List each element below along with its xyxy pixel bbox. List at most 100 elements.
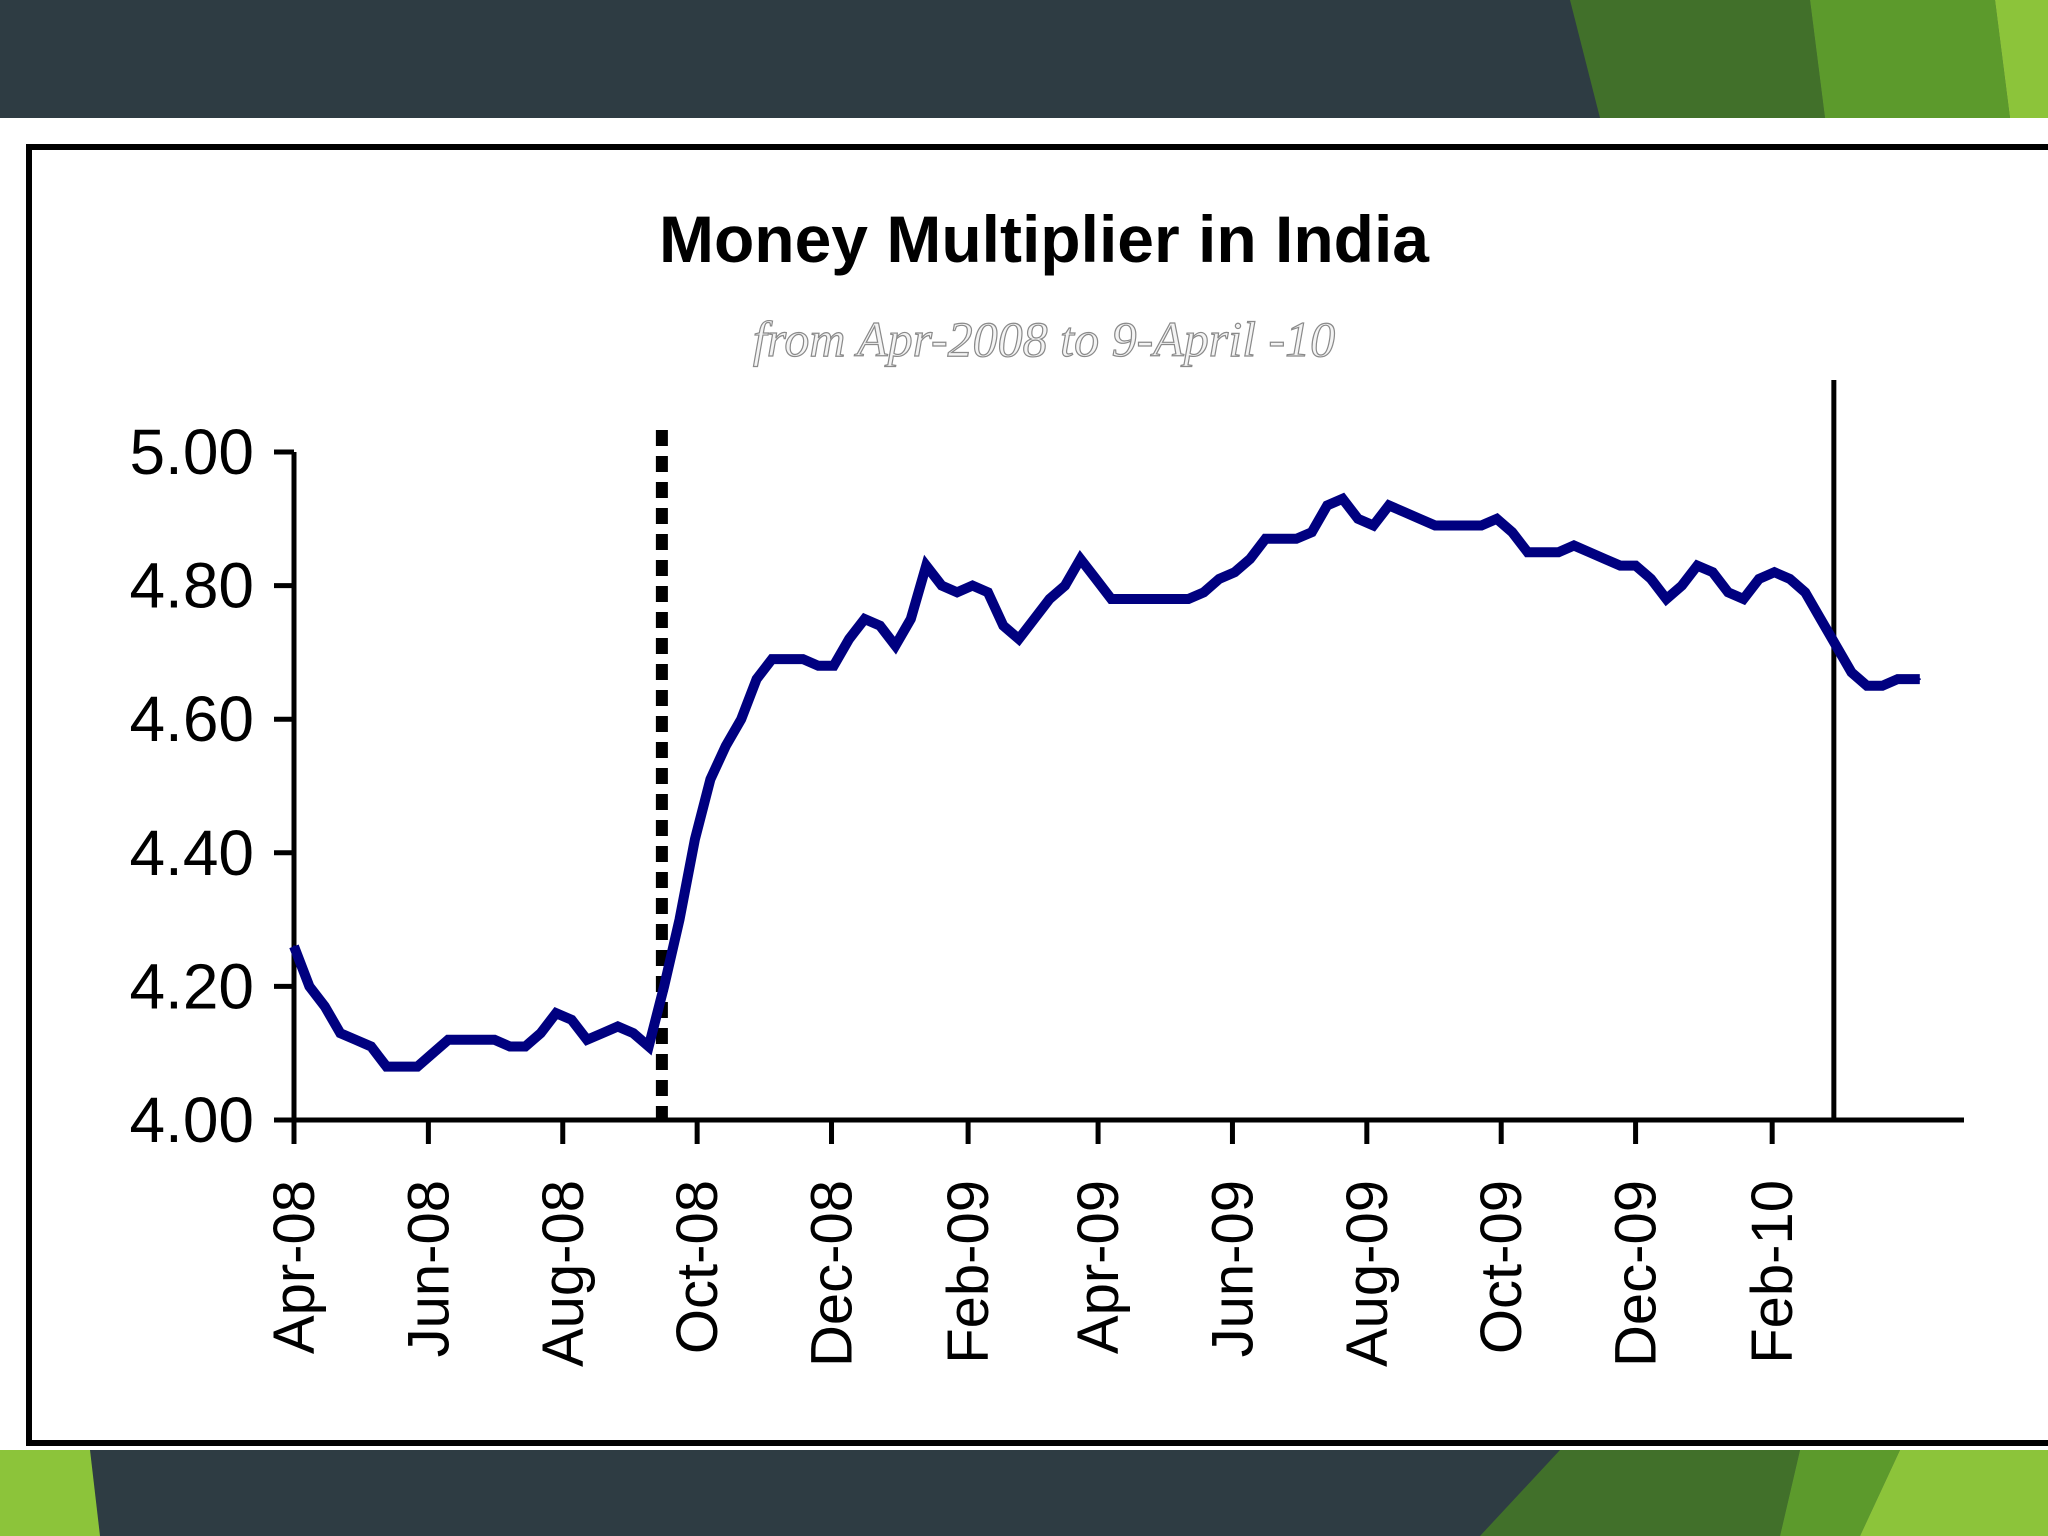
data-point xyxy=(879,624,881,627)
data-point xyxy=(1434,524,1437,527)
vertical-markers xyxy=(655,380,1837,1120)
data-point xyxy=(693,838,696,841)
data-point xyxy=(909,618,912,620)
data-point xyxy=(1310,531,1313,534)
data-point xyxy=(1480,524,1483,527)
data-point xyxy=(940,584,943,587)
data-point xyxy=(1372,524,1375,527)
data-point xyxy=(801,658,804,661)
data-point xyxy=(971,584,974,587)
data-point xyxy=(755,678,758,681)
data-point xyxy=(1002,624,1005,627)
data-point xyxy=(293,945,295,948)
data-point xyxy=(370,1045,373,1048)
y-tick-label: 4.20 xyxy=(129,950,254,1022)
data-point xyxy=(1758,577,1760,580)
x-tick-label: Oct-08 xyxy=(665,1180,730,1354)
data-point xyxy=(1918,678,1921,681)
data-point xyxy=(1295,537,1298,540)
data-point xyxy=(416,1065,419,1068)
chart-subtitle: from Apr-2008 to 9-April -10 xyxy=(753,311,1335,367)
data-point xyxy=(354,1038,357,1041)
data-point xyxy=(709,778,712,781)
data-point xyxy=(1387,504,1390,507)
data-point xyxy=(1279,537,1282,540)
data-point xyxy=(1449,524,1452,527)
x-tick-label: Dec-08 xyxy=(800,1180,865,1367)
data-point xyxy=(1094,577,1097,580)
data-point xyxy=(740,718,743,721)
data-point xyxy=(1141,598,1144,600)
data-point xyxy=(1172,598,1174,600)
bottom-right-green-shape-dark xyxy=(1480,1450,1800,1536)
x-axis-ticks: Apr-08 Jun-08 Aug-08 Oct-08 Dec-08 Feb-09 Apr-… xyxy=(262,1120,1805,1367)
data-point xyxy=(400,1065,403,1068)
data-point xyxy=(1064,584,1066,587)
money-multiplier-chart: Money Multiplier in India from Apr-2008 … xyxy=(129,202,1964,1367)
data-point xyxy=(1804,591,1807,594)
data-point xyxy=(1896,678,1899,681)
data-point xyxy=(894,644,897,647)
data-point xyxy=(1511,531,1514,534)
x-tick-label: Aug-09 xyxy=(1335,1180,1400,1367)
data-point xyxy=(1881,684,1884,687)
data-point xyxy=(724,744,727,747)
data-point xyxy=(1326,504,1329,507)
data-point xyxy=(863,618,866,620)
data-point xyxy=(1079,557,1082,560)
x-tick-label: Jun-08 xyxy=(396,1180,461,1357)
data-point xyxy=(431,1052,434,1055)
data-point xyxy=(832,664,835,667)
data-point xyxy=(1249,557,1252,560)
x-tick-label: Apr-08 xyxy=(262,1180,327,1354)
series-group xyxy=(289,492,1921,1072)
data-point xyxy=(1495,517,1498,520)
x-tick-label: Feb-10 xyxy=(1740,1180,1805,1364)
data-point xyxy=(663,985,666,988)
data-point xyxy=(493,1038,496,1041)
data-point xyxy=(647,1045,650,1048)
data-point xyxy=(1742,598,1745,600)
data-point xyxy=(1865,684,1868,687)
data-point xyxy=(339,1032,342,1035)
data-point xyxy=(632,1032,635,1035)
data-point xyxy=(1727,591,1730,594)
x-tick-label: Apr-09 xyxy=(1066,1180,1131,1354)
data-point xyxy=(1156,598,1159,600)
data-point xyxy=(1357,517,1359,520)
data-point xyxy=(1125,598,1128,600)
data-point xyxy=(1403,511,1406,514)
data-point xyxy=(771,658,773,661)
data-point xyxy=(1110,598,1113,600)
data-point xyxy=(601,1032,604,1035)
data-point xyxy=(817,664,820,667)
data-point xyxy=(786,658,789,661)
data-point xyxy=(1588,551,1591,554)
data-point xyxy=(1418,517,1421,520)
data-point xyxy=(1017,638,1020,640)
data-point xyxy=(323,1005,326,1008)
y-tick-label: 4.80 xyxy=(129,550,254,622)
x-tick-label: Jun-09 xyxy=(1200,1180,1265,1357)
y-axis-ticks: 5.00 4.80 4.60 4.40 4.20 4.00 xyxy=(129,416,294,1156)
data-point xyxy=(925,564,928,567)
data-point xyxy=(308,985,311,988)
data-point xyxy=(508,1045,511,1048)
data-point xyxy=(1202,591,1205,594)
x-tick-label: Feb-09 xyxy=(936,1180,1001,1364)
x-tick-label: Dec-09 xyxy=(1604,1180,1669,1367)
bottom-left-green-shape xyxy=(0,1450,100,1536)
y-tick-label: 4.60 xyxy=(129,683,254,755)
y-tick-label: 4.40 xyxy=(129,817,254,889)
data-point xyxy=(524,1045,527,1048)
data-point xyxy=(1711,571,1714,574)
data-point xyxy=(1619,564,1622,567)
data-point xyxy=(1572,544,1575,547)
data-point xyxy=(616,1025,619,1028)
bottom-right-green-shape-light xyxy=(1860,1450,2048,1536)
data-point xyxy=(478,1038,480,1041)
data-point xyxy=(1542,551,1545,554)
data-point xyxy=(1465,524,1467,527)
